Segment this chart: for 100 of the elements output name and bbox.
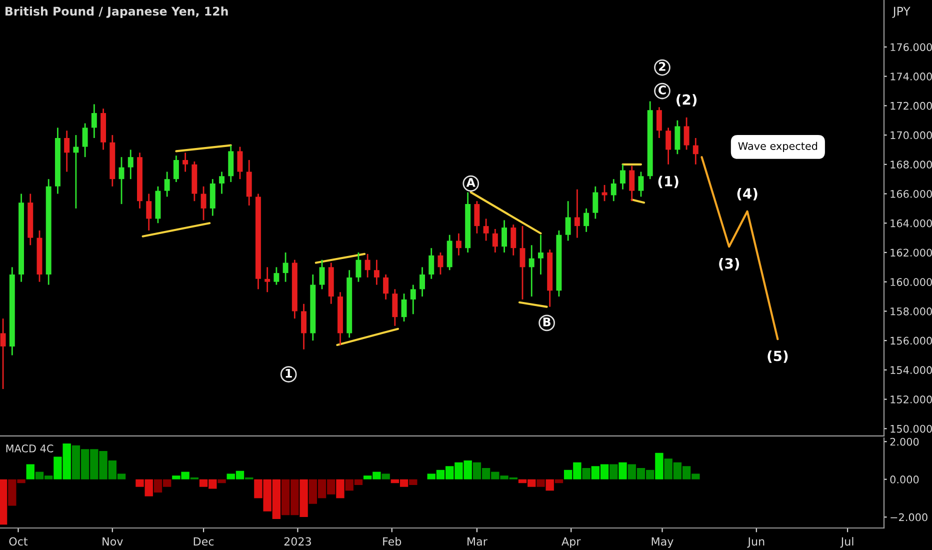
bar [618, 462, 627, 480]
bar [536, 479, 545, 487]
bar [0, 479, 8, 525]
candlestick [492, 228, 498, 254]
candlestick [428, 247, 434, 280]
x-tick-label: Nov [102, 537, 123, 546]
candlestick [538, 234, 544, 276]
y-tick-label: 160.000 [890, 278, 932, 286]
candlestick [666, 127, 672, 166]
bar [610, 464, 618, 480]
y-tick-label: 154.000 [890, 366, 932, 374]
candlestick [474, 200, 480, 234]
candlestick [620, 164, 626, 190]
bar [218, 479, 226, 484]
x-tick-label: Feb [383, 537, 402, 546]
candlestick [401, 292, 407, 322]
candlestick [0, 318, 6, 390]
candlestick [565, 200, 571, 242]
candlestick [356, 252, 362, 283]
annotation: A [466, 178, 476, 187]
text: MACD 4C [6, 444, 54, 452]
candlestick [692, 137, 698, 166]
candlestick [128, 149, 134, 180]
candlestick [392, 288, 398, 327]
candlestick [82, 122, 88, 158]
text: British Pound / Japanese Yen, 12h [6, 6, 228, 18]
candlestick [610, 178, 616, 202]
annotation: 1 [286, 368, 292, 378]
candlestick [383, 274, 389, 300]
annotation: B [543, 318, 550, 326]
candlestick [200, 186, 206, 221]
bar [409, 479, 418, 485]
x-tick-label: Apr [562, 537, 581, 548]
candlestick [264, 266, 270, 293]
candlestick [301, 303, 307, 350]
candlestick [410, 284, 416, 315]
bar [300, 479, 308, 518]
annotation: (2) [676, 94, 697, 106]
candlestick [164, 171, 170, 198]
candlestick [574, 188, 580, 239]
candlestick [483, 218, 489, 242]
candlestick [592, 186, 598, 220]
y-axis-title: JPY [892, 6, 910, 18]
candlestick [638, 171, 644, 198]
x-tick-label: 2023 [284, 537, 311, 546]
x-tick-label: Dec [194, 537, 214, 546]
y-tick-label: 172.000 [890, 102, 932, 110]
annotation: (3) [719, 258, 740, 270]
candlestick [364, 253, 370, 278]
candlestick [520, 225, 526, 300]
bar [655, 452, 664, 480]
candlestick [319, 259, 325, 290]
y-tick-label: 168.000 [890, 160, 932, 169]
candlestick [502, 220, 508, 254]
bar [336, 479, 344, 498]
x-tick-label: Oct [9, 537, 28, 546]
bar [554, 479, 564, 484]
annotation: Wave expected [738, 142, 818, 152]
candlestick [182, 152, 188, 172]
y-tick-label: 164.000 [890, 219, 932, 228]
y-tick-label: 150.000 [890, 424, 932, 433]
annotation: C [658, 86, 666, 94]
x-tick-label: Jul [840, 537, 854, 548]
candlestick [420, 266, 425, 298]
bar [546, 479, 554, 491]
y-tick-label: 170.000 [890, 131, 932, 140]
line-series [700, 156, 779, 340]
candlestick [510, 224, 516, 256]
candlestick [282, 252, 288, 283]
x-tick-label: Mar [468, 537, 488, 546]
candlestick [456, 232, 462, 256]
bar [582, 468, 590, 480]
candlestick [528, 244, 534, 298]
bar [382, 474, 390, 480]
bar [26, 464, 34, 480]
candlestick [64, 130, 70, 172]
candlestick [584, 208, 590, 233]
y-tick-label: 156.000 [890, 336, 932, 345]
candlestick [674, 120, 680, 155]
candlestick [91, 104, 97, 139]
x-tick-label: May [652, 537, 674, 548]
candlestick [438, 252, 444, 276]
y-tick-label: 166.000 [890, 190, 932, 198]
y-tick-label: −2.000 [890, 513, 928, 522]
y-tick-label: 0.000 [890, 476, 919, 484]
candlestick [629, 165, 635, 202]
candlestick [237, 146, 243, 180]
candlestick [374, 259, 380, 286]
candlestick [173, 154, 179, 183]
y-tick-label: 162.000 [890, 248, 932, 257]
candlestick [73, 134, 79, 210]
annotation: 2 [659, 62, 666, 71]
annotation: (1) [658, 176, 678, 188]
y-tick-label: 158.000 [890, 307, 932, 316]
candlestick [684, 116, 690, 150]
y-tick-label: 176.000 [890, 43, 932, 52]
y-tick-label: 2.000 [890, 438, 919, 446]
candlestick [274, 266, 280, 286]
x-tick-label: Jun [747, 537, 764, 548]
y-tick-label: 152.000 [890, 396, 932, 404]
